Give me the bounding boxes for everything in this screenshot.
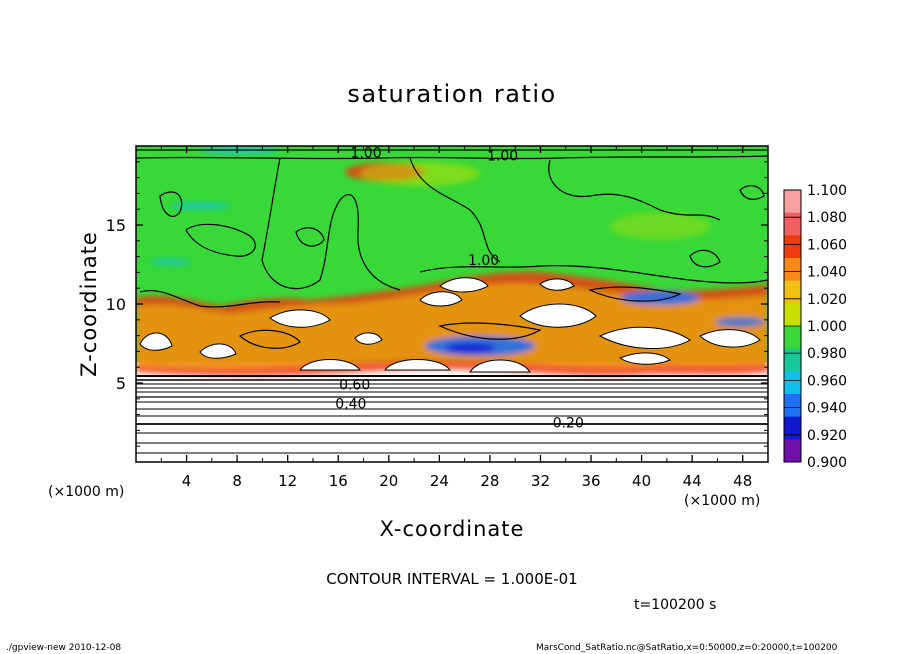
x-tick-label: 12 [278,472,297,490]
y-tick-label: 5 [116,374,126,393]
blue-patch-center-dark [445,343,495,353]
colorbar-label: 0.980 [807,346,847,362]
colorbar-label: 0.960 [807,373,847,389]
right-plume [610,212,710,240]
band-yellow [136,283,768,368]
y-tick-label: 15 [106,216,126,235]
x-tick-label: 8 [232,472,242,490]
footer-right: MarsCond_SatRatio.nc@SatRatio,x=0:50000,… [536,643,838,653]
x-tick-label: 20 [379,472,398,490]
colorbar-swatch [784,303,801,327]
colorbar-swatch [784,280,801,304]
y-tick-label: 10 [106,295,126,314]
cyan-patch-mid [150,259,190,265]
contours-lower [136,375,768,454]
x-axis-title: X-coordinate [380,517,525,541]
colorbar-label: 1.040 [807,265,847,281]
colorbar-label: 1.100 [807,183,847,199]
colorbar-swatch [784,348,801,372]
x-tick-label: 28 [480,472,499,490]
x-tick-label: 48 [733,472,752,490]
x-tick-label: 4 [182,472,192,490]
chart-title: saturation ratio [347,80,556,108]
contour-label: 0.60 [339,378,370,394]
y-axis-ticks: 5 10 15 [106,161,768,447]
x-tick-label: 36 [581,472,600,490]
colorbar-swatch [784,258,801,282]
contour-labels: 1.00 1.00 1.00 0.60 0.40 0.20 [335,145,584,432]
colorbar-label: 1.000 [807,319,847,335]
colorbar-swatch [784,439,801,463]
contours-upper [136,149,768,349]
colorbar-label: 1.020 [807,292,847,308]
field-lower [136,362,768,462]
top-plume-yellow [360,162,480,186]
colorbar-label: 1.060 [807,237,847,253]
x-tick-label: 16 [329,472,348,490]
colorbar-label: 0.920 [807,428,847,444]
x-axis-ticks: 4 8 12 16 20 24 28 32 36 40 44 48 [160,146,752,490]
cyan-patch-left [170,203,230,209]
contour-label: 0.20 [553,416,584,432]
colorbar-swatch [784,394,801,418]
contour-label: 1.00 [350,145,381,161]
contour-label: 1.00 [487,148,518,164]
y-axis-title: Z-coordinate [77,231,101,377]
white-patches [139,277,761,373]
colorbar-swatch [784,190,801,214]
contour-interval: CONTOUR INTERVAL = 1.000E-01 [326,570,577,588]
colorbar-swatch [784,416,801,440]
footer-left: ./gpview-new 2010-12-08 [6,643,121,653]
colorbar-label: 1.080 [807,210,847,226]
x-tick-label: 40 [632,472,651,490]
colorbar-label: 0.940 [807,401,847,417]
time-label: t=100200 s [634,597,716,613]
colorbar-swatch [784,212,801,236]
x-tick-label: 44 [683,472,702,490]
colorbar-swatch [784,235,801,259]
colorbar-swatch [784,326,801,350]
colorbar: 1.100 1.080 1.060 1.040 1.020 1.000 0.980 0.960… [783,183,847,471]
x-axis-unit: (×1000 m) [684,493,760,509]
contour-label: 1.00 [468,253,499,269]
blue-patch-right [620,291,700,305]
colorbar-swatch [784,371,801,395]
x-tick-label: 24 [430,472,449,490]
contour-label: 0.40 [335,397,366,413]
y-axis-unit: (×1000 m) [48,484,124,500]
x-tick-label: 32 [531,472,550,490]
plot-area: 1.00 1.00 1.00 0.60 0.40 0.20 [136,145,768,462]
colorbar-label: 0.900 [807,455,847,471]
blue-patch-right2 [715,317,765,327]
